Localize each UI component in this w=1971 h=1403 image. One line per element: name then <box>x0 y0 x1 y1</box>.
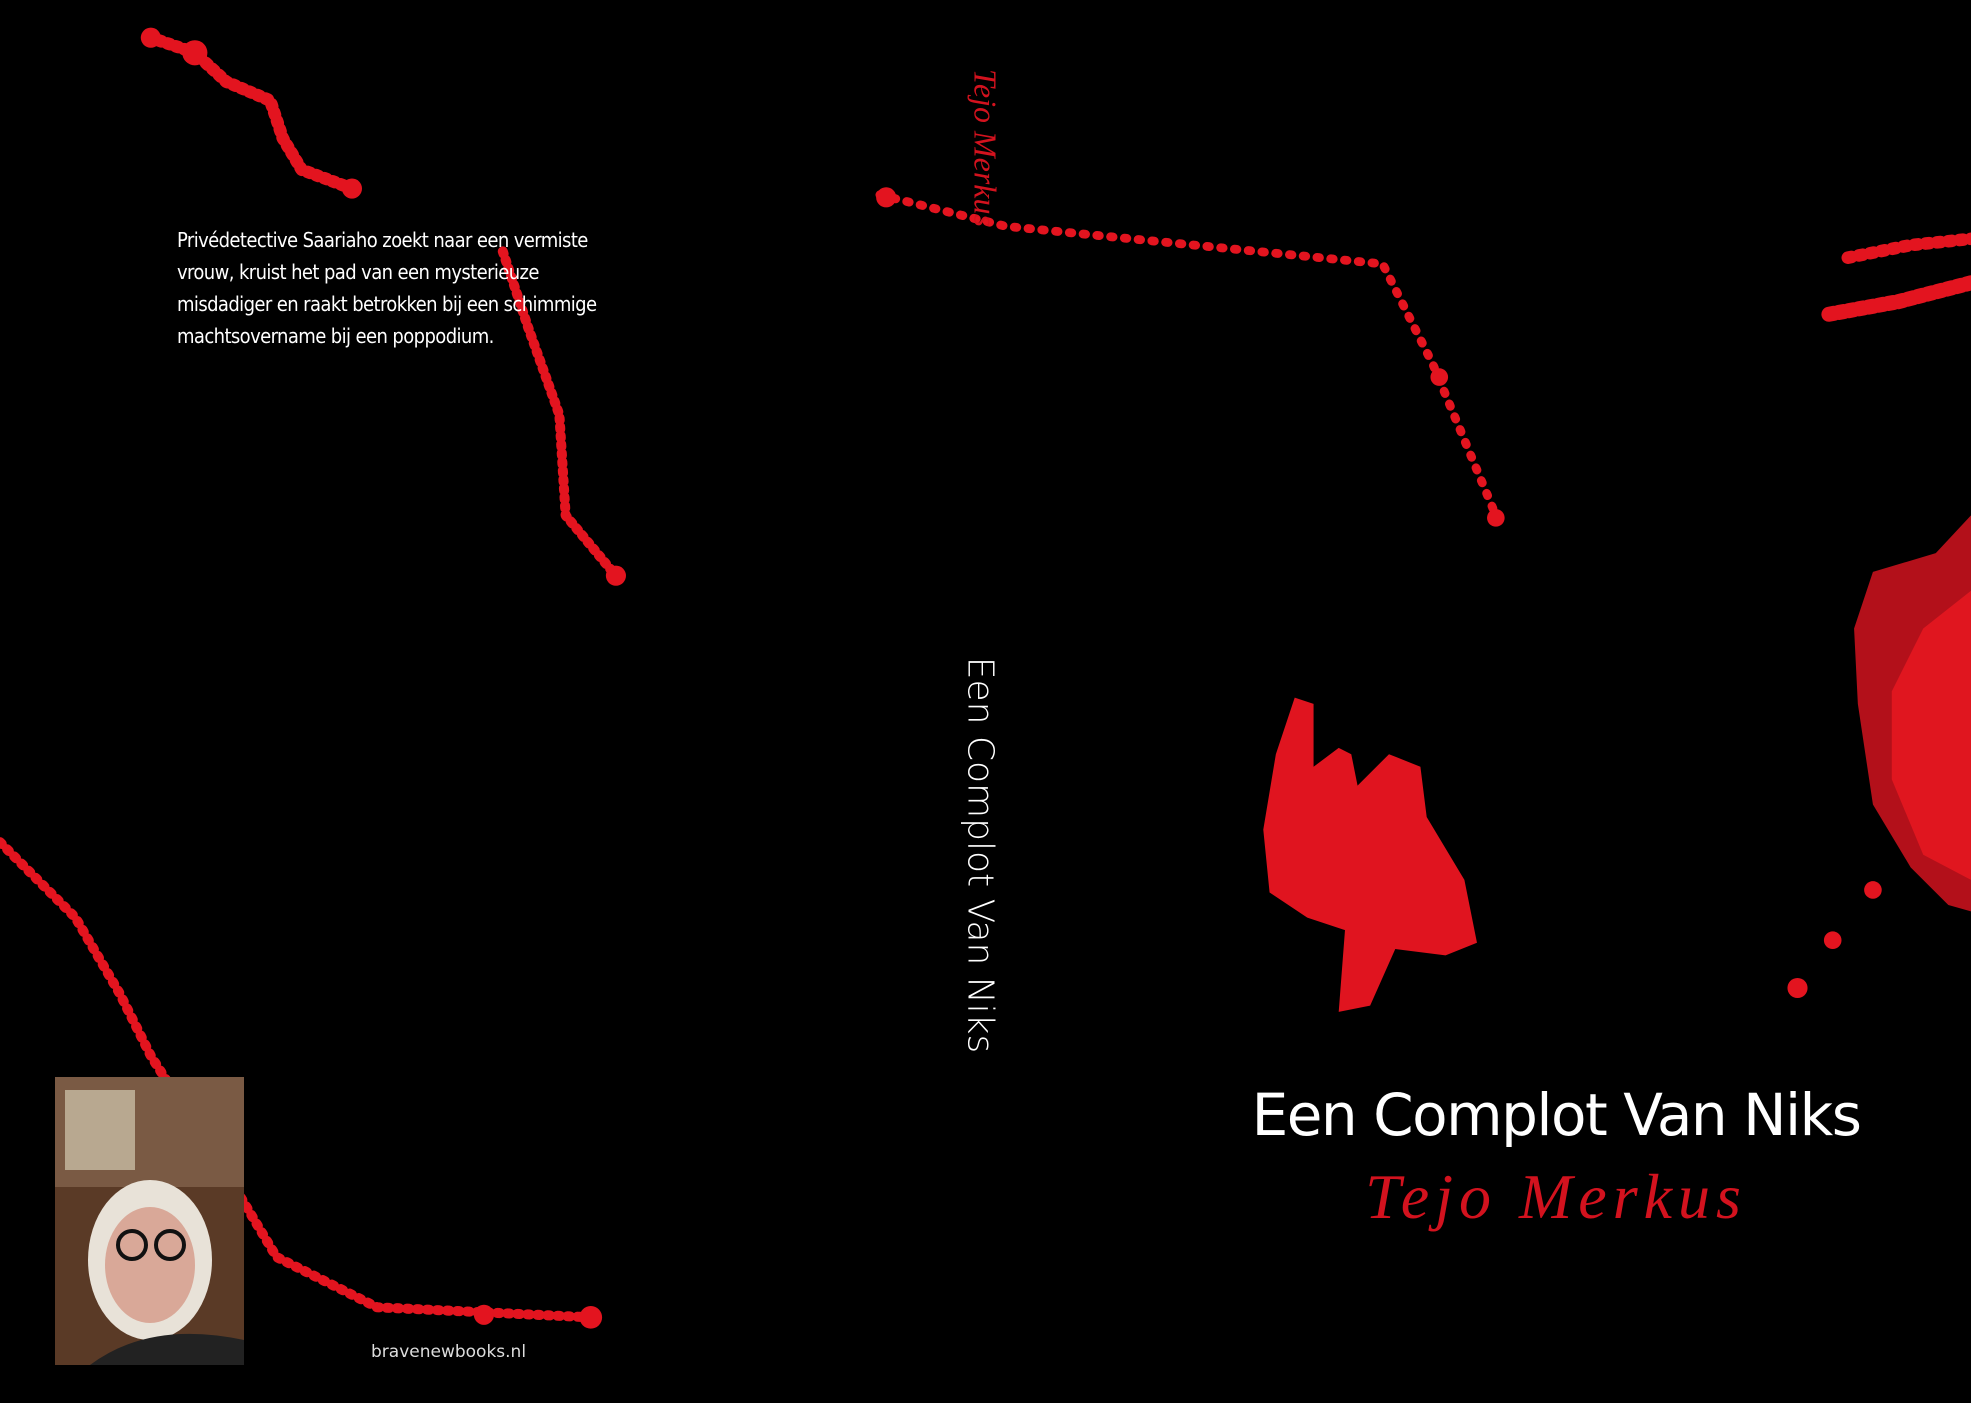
website: bravenewbooks.nl <box>371 1342 527 1362</box>
author-photo <box>55 1077 244 1365</box>
front-author: Tejo Merkus <box>1365 1161 1747 1232</box>
blurb: Privédetective Saariaho zoekt naar een v… <box>177 228 597 348</box>
front-title: Een Complot Van Niks <box>1251 1081 1862 1149</box>
spine-author: Tejo Merkus <box>967 69 1004 227</box>
spine-title: Een Complot Van Niks <box>959 656 1001 1054</box>
